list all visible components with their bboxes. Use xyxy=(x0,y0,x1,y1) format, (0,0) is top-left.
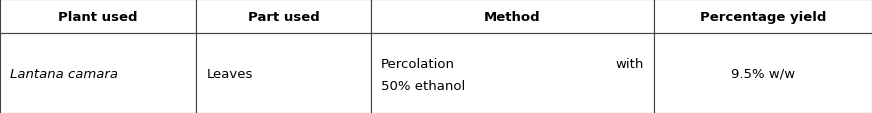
Bar xyxy=(371,0,654,34)
Bar xyxy=(654,34,872,113)
Bar xyxy=(654,0,872,34)
Text: Method: Method xyxy=(484,11,541,23)
Text: Plant used: Plant used xyxy=(58,11,138,23)
Text: Percolation: Percolation xyxy=(381,58,455,70)
Text: Lantana camara: Lantana camara xyxy=(10,67,119,80)
Bar xyxy=(0,0,196,34)
Text: 50% ethanol: 50% ethanol xyxy=(381,79,466,92)
Text: with: with xyxy=(615,58,644,70)
Bar xyxy=(196,34,371,113)
Text: Percentage yield: Percentage yield xyxy=(700,11,826,23)
Bar xyxy=(371,34,654,113)
Text: 9.5% w/w: 9.5% w/w xyxy=(731,67,795,80)
Text: Leaves: Leaves xyxy=(207,67,253,80)
Bar xyxy=(196,0,371,34)
Bar xyxy=(0,34,196,113)
Text: Part used: Part used xyxy=(248,11,319,23)
